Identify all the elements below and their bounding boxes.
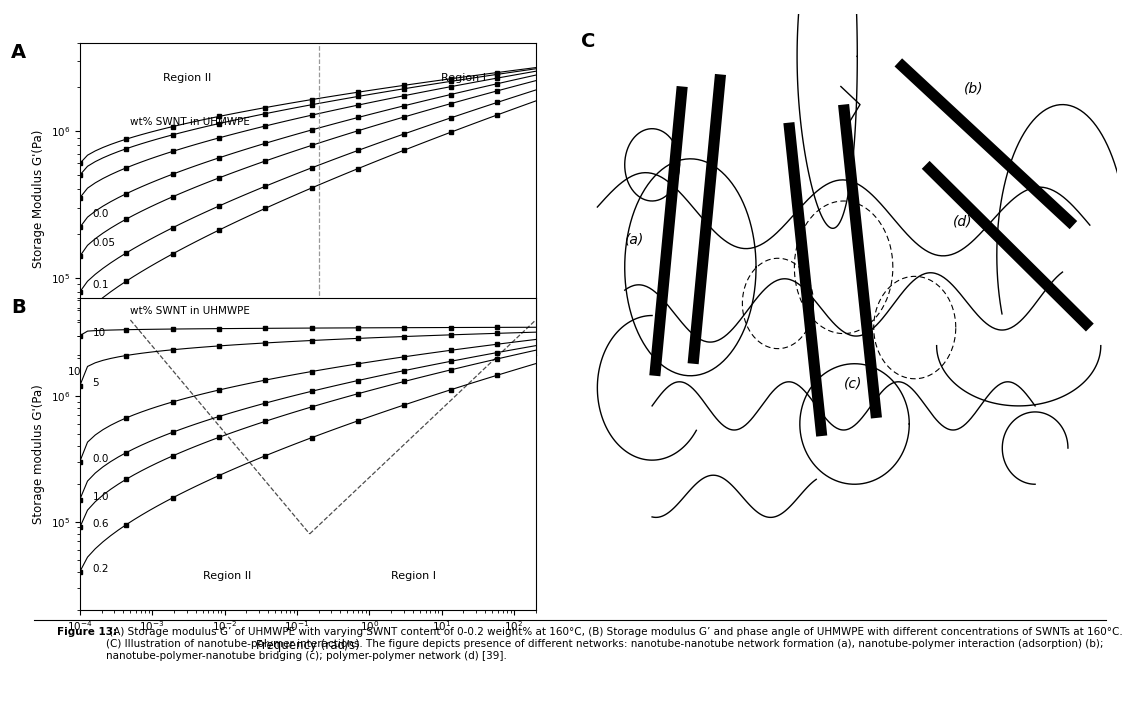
Text: 1.0: 1.0 [92, 491, 109, 501]
Text: B: B [11, 298, 26, 317]
Text: (a): (a) [625, 232, 644, 246]
Text: 0.05: 0.05 [92, 238, 115, 248]
Y-axis label: Storage modulus G'(Pa): Storage modulus G'(Pa) [32, 384, 46, 524]
Text: 0.1: 0.1 [92, 280, 109, 290]
Text: 5: 5 [92, 378, 99, 388]
Text: (b): (b) [964, 82, 984, 96]
Text: wt% SWNT in UHMWPE: wt% SWNT in UHMWPE [130, 306, 251, 316]
Text: wt% SWNT in UHMWPE: wt% SWNT in UHMWPE [130, 117, 251, 127]
Text: 10: 10 [92, 328, 106, 337]
Text: 0.0: 0.0 [92, 209, 109, 219]
Text: (d): (d) [953, 214, 972, 228]
Text: 0.2: 0.2 [92, 564, 109, 574]
Text: (A) Storage modulus G’ of UHMWPE with varying SWNT content of 0-0.2 weight% at 1: (A) Storage modulus G’ of UHMWPE with va… [106, 627, 1123, 661]
Text: C: C [581, 33, 595, 51]
Text: Region I: Region I [391, 571, 437, 581]
Text: Region II: Region II [203, 571, 251, 581]
Text: Region I: Region I [441, 72, 486, 83]
Text: 0.6: 0.6 [92, 520, 109, 530]
Y-axis label: Storage Modulus G'(Pa): Storage Modulus G'(Pa) [32, 129, 46, 268]
Text: Figure 13:: Figure 13: [57, 627, 117, 637]
Text: (c): (c) [844, 376, 862, 391]
Text: 0.2: 0.2 [92, 311, 109, 321]
Text: 0.0: 0.0 [92, 454, 109, 464]
Text: Region II: Region II [163, 72, 211, 83]
X-axis label: Frequency (rad/s): Frequency (rad/s) [255, 384, 360, 396]
X-axis label: Frequency (rad/s): Frequency (rad/s) [255, 639, 360, 652]
Text: A: A [11, 43, 26, 62]
